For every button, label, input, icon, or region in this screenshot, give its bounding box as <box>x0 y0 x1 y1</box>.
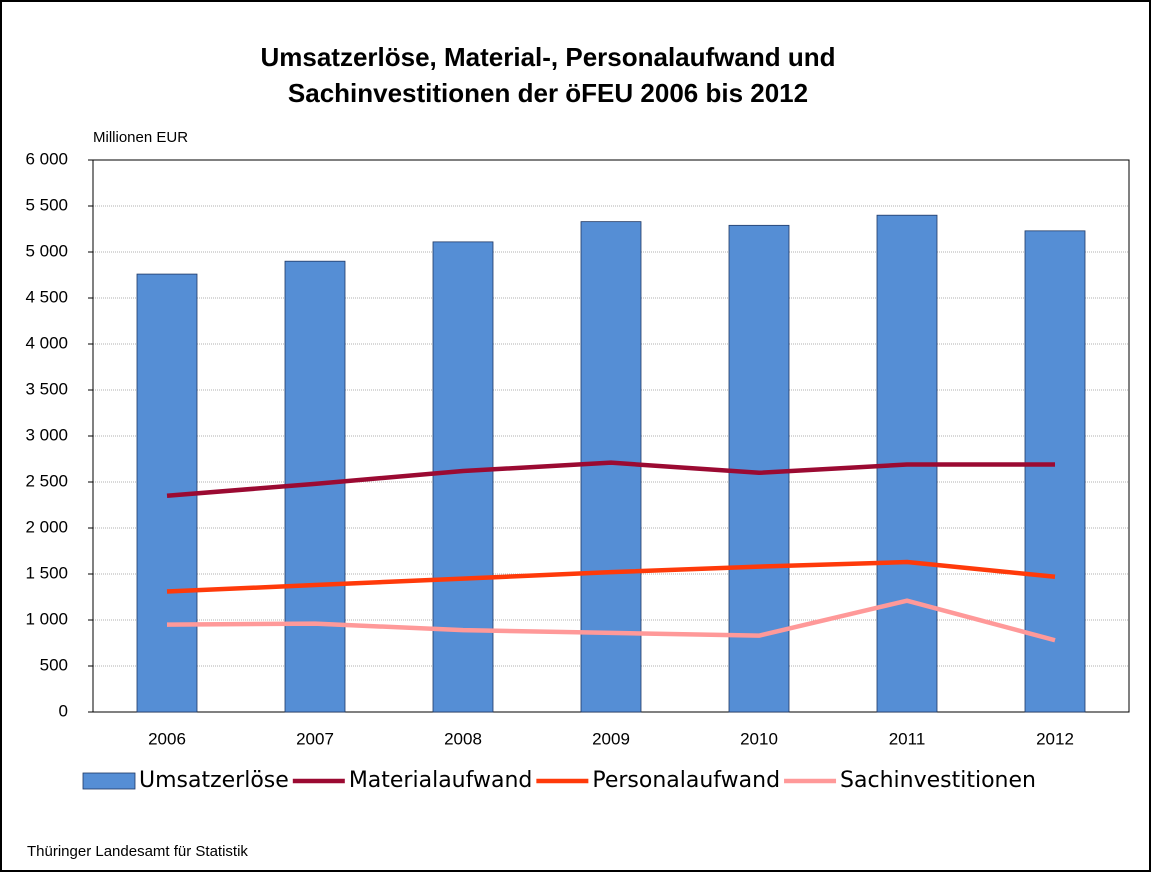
x-tick-label: 2008 <box>444 729 482 748</box>
y-tick-label: 4 500 <box>25 287 68 306</box>
y-tick-label: 5 000 <box>25 241 68 260</box>
source-note: Thüringer Landesamt für Statistik <box>27 843 248 860</box>
bar <box>1024 230 1086 713</box>
y-tick-label: 4 000 <box>25 333 68 352</box>
y-tick-label: 3 000 <box>25 425 68 444</box>
y-tick-label: 2 000 <box>25 517 68 536</box>
legend-label: Materialaufwand <box>349 768 533 793</box>
legend-swatch <box>82 772 136 790</box>
y-tick-label: 1 500 <box>25 563 68 582</box>
legend-label: Personalaufwand <box>592 768 780 793</box>
bar <box>580 221 642 713</box>
bar <box>432 241 494 713</box>
y-tick-label: 2 500 <box>25 471 68 490</box>
x-tick-label: 2009 <box>592 729 630 748</box>
line <box>166 460 1055 499</box>
x-tick-label: 2012 <box>1036 729 1074 748</box>
y-tick-label: 1 000 <box>25 609 68 628</box>
y-tick-label: 6 000 <box>25 149 68 168</box>
line <box>166 559 1056 594</box>
bar <box>728 224 790 713</box>
chart-title: Sachinvestitionen der öFEU 2006 bis 2012 <box>288 78 808 108</box>
legend-label: Umsatzerlöse <box>139 768 289 793</box>
y-tick-label: 3 500 <box>25 379 68 398</box>
x-tick-label: 2010 <box>740 729 778 748</box>
chart-title: Umsatzerlöse, Material-, Personalaufwand… <box>260 42 835 72</box>
x-tick-label: 2007 <box>296 729 334 748</box>
y-axis-label: Millionen EUR <box>93 129 188 146</box>
x-tick-label: 2006 <box>148 729 186 748</box>
y-tick-label: 5 500 <box>25 195 68 214</box>
y-tick-label: 500 <box>40 655 68 674</box>
x-tick-label: 2011 <box>889 729 926 748</box>
legend-label: Sachinvestitionen <box>840 768 1036 793</box>
y-tick-label: 0 <box>59 701 68 720</box>
line <box>166 598 1056 643</box>
